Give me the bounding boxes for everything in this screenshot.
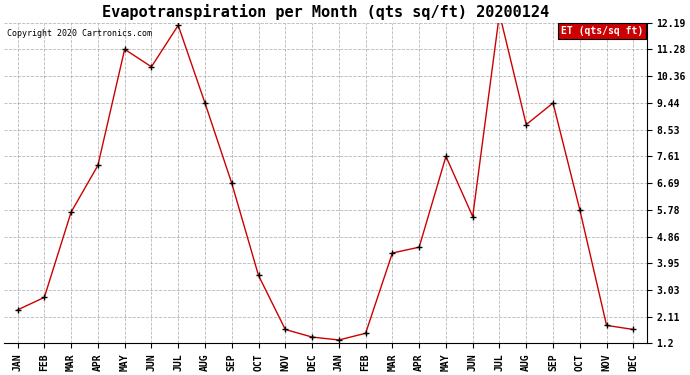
Text: ET (qts/sq ft): ET (qts/sq ft) bbox=[561, 26, 644, 36]
Title: Evapotranspiration per Month (qts sq/ft) 20200124: Evapotranspiration per Month (qts sq/ft)… bbox=[102, 4, 549, 20]
Text: Copyright 2020 Cartronics.com: Copyright 2020 Cartronics.com bbox=[8, 29, 152, 38]
